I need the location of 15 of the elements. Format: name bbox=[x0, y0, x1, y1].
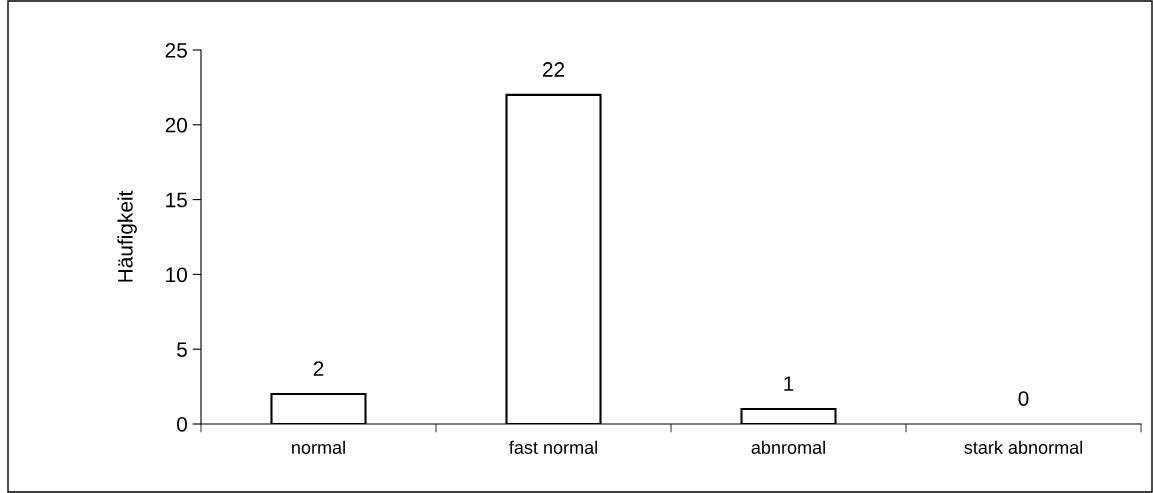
data-label: 0 bbox=[1018, 391, 1029, 406]
x-tick-label: normal bbox=[292, 440, 345, 454]
y-tick-label: 5 bbox=[177, 342, 187, 357]
data-label: 22 bbox=[542, 62, 565, 77]
y-tick-label: 10 bbox=[166, 267, 187, 283]
x-tick-label: fast normal bbox=[509, 440, 597, 454]
y-tick-label: 15 bbox=[166, 192, 187, 208]
x-tick-label: abnromal bbox=[751, 440, 825, 454]
y-tick-label: 0 bbox=[177, 417, 187, 432]
y-tick-label: 25 bbox=[165, 43, 187, 58]
data-label: 2 bbox=[313, 361, 324, 376]
y-axis-title: Häufigkeit bbox=[117, 190, 137, 282]
data-label: 1 bbox=[784, 376, 794, 391]
y-tick-label: 20 bbox=[165, 117, 187, 133]
x-tick-label: stark abnormal bbox=[964, 440, 1082, 454]
